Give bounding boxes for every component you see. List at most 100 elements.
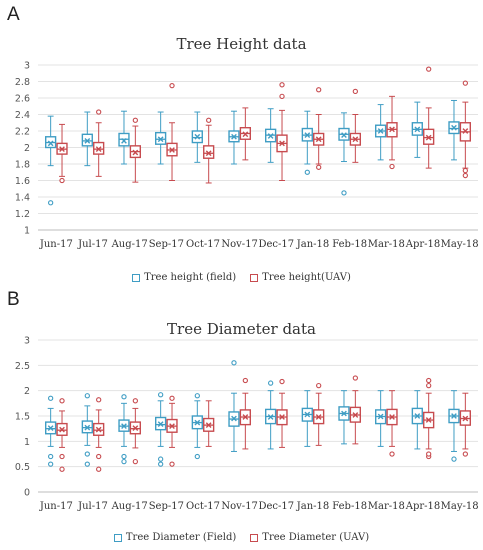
y-tick-label: 2.8	[15, 77, 30, 88]
x-tick-label: Dec-17	[259, 501, 295, 512]
legend-swatch-uav-icon	[250, 273, 259, 282]
box-uav	[423, 377, 435, 460]
x-tick-label: Aug-17	[111, 501, 148, 512]
outlier-point	[242, 377, 248, 384]
outlier-point	[121, 458, 127, 465]
outlier-point	[206, 117, 212, 123]
legend-swatch-field-icon	[132, 273, 141, 282]
outlier-point	[169, 395, 175, 401]
mean-marker	[377, 413, 384, 420]
y-tick-label: 2	[24, 386, 30, 397]
mean-marker	[267, 414, 274, 420]
outlier-point	[132, 117, 138, 123]
outlier-point	[352, 88, 358, 95]
y-tick-label: 0	[24, 488, 30, 499]
box-field	[265, 108, 277, 163]
legend-item-field-diameter: Tree Diameter (Field)	[113, 532, 236, 543]
mean-marker	[242, 131, 249, 138]
outlier-point	[462, 167, 468, 174]
y-tick-label: 1.8	[15, 160, 30, 171]
box-field	[118, 394, 130, 465]
y-tick-label: 1.5	[15, 412, 30, 423]
legend-item-uav-diameter: Tree Diameter (UAV)	[250, 532, 369, 543]
y-tick-label: 1	[24, 437, 30, 448]
box-uav	[423, 66, 435, 169]
mean-marker	[279, 414, 285, 420]
outlier-point	[462, 451, 468, 457]
box-field	[154, 392, 167, 467]
outlier-point	[316, 164, 322, 170]
box-field	[411, 101, 423, 158]
outlier-point	[267, 380, 274, 386]
legend-item-field-height: Tree height (field)	[132, 272, 236, 283]
mean-marker	[47, 425, 54, 432]
x-tick-label: Mar-18	[368, 501, 405, 512]
x-tick-label: Apr-18	[405, 501, 441, 512]
outlier-point	[48, 461, 54, 467]
mean-marker	[231, 133, 237, 140]
outlier-point	[194, 453, 200, 460]
box-field	[265, 380, 277, 450]
outlier-point	[132, 398, 138, 404]
box-uav	[56, 123, 68, 184]
mean-marker	[389, 414, 395, 420]
mean-marker	[242, 414, 249, 420]
mean-marker	[59, 426, 65, 433]
box-uav	[349, 375, 361, 445]
y-tick-label: 1	[24, 226, 30, 237]
outlier-point	[157, 456, 164, 462]
box-uav	[93, 397, 105, 472]
outlier-point	[279, 93, 285, 99]
mean-marker	[451, 124, 457, 131]
box-uav	[93, 109, 105, 177]
mean-marker	[279, 140, 285, 147]
box-field	[45, 395, 57, 467]
box-field	[411, 390, 423, 450]
legend-label-uav-height: Tree height(UAV)	[262, 272, 351, 283]
x-tick-label: Jul-17	[77, 501, 108, 512]
box-field	[228, 110, 240, 165]
outlier-point	[169, 461, 175, 467]
outlier-point	[194, 393, 200, 399]
box-field	[375, 104, 387, 161]
mean-marker	[157, 136, 164, 143]
outlier-point	[96, 397, 102, 403]
outlier-point	[169, 82, 175, 89]
x-tick-label: Dec-17	[259, 239, 295, 250]
mean-marker	[451, 413, 457, 419]
panel-a-letter: A	[7, 4, 20, 25]
outlier-point	[462, 172, 468, 179]
outlier-point	[84, 451, 90, 457]
mean-marker	[425, 134, 432, 141]
box-uav	[239, 377, 251, 450]
outlier-point	[84, 393, 90, 399]
y-tick-label: 3	[24, 336, 30, 347]
x-tick-label: Aug-17	[111, 239, 148, 250]
y-tick-label: 1.2	[15, 209, 30, 220]
outlier-point	[341, 190, 347, 196]
mean-marker	[352, 412, 359, 418]
x-tick-label: Mar-18	[368, 239, 405, 250]
mean-marker	[462, 415, 469, 422]
box-uav	[459, 80, 471, 179]
outlier-point	[426, 382, 432, 389]
mean-marker	[315, 414, 322, 420]
box-uav	[129, 117, 141, 183]
box-uav	[313, 87, 325, 170]
box-field	[191, 111, 203, 163]
outlier-point	[426, 66, 432, 72]
mean-marker	[194, 133, 201, 140]
box-uav	[276, 82, 288, 181]
mean-marker	[95, 146, 102, 153]
outlier-point	[121, 394, 127, 400]
y-tick-label: 2.6	[15, 94, 30, 105]
legend-label-field-height: Tree height (field)	[144, 272, 237, 283]
outlier-point	[132, 458, 138, 465]
box-field	[118, 110, 130, 165]
box-field	[81, 393, 93, 467]
mean-marker	[304, 411, 311, 418]
x-tick-label: Apr-18	[405, 239, 441, 250]
mean-marker	[315, 136, 322, 143]
mean-marker	[84, 138, 91, 144]
height-chart-title: Tree Height data	[176, 35, 307, 53]
